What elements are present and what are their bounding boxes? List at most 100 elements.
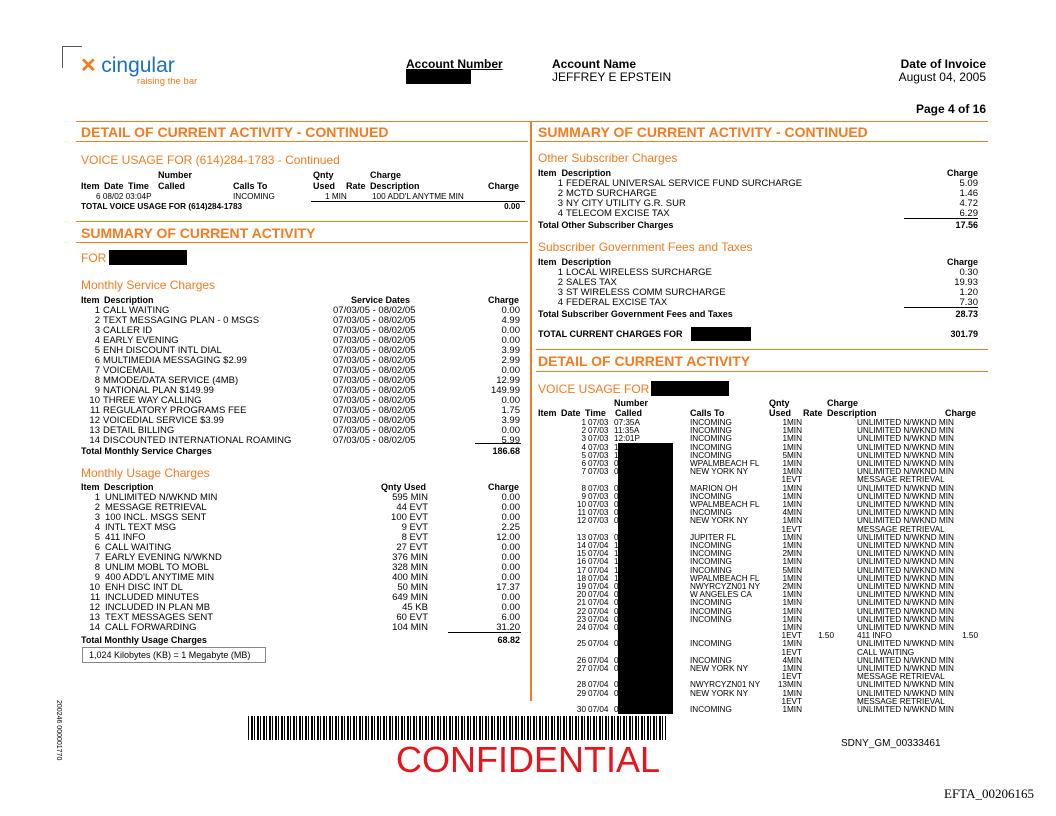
item-description: CALL WAITING bbox=[105, 542, 172, 553]
service-dates: 07/03/05 - 08/02/05 bbox=[333, 325, 416, 336]
calls-to: NEW YORK NY bbox=[690, 516, 749, 526]
item-number: 4 bbox=[557, 208, 563, 219]
qty-used: 1MIN bbox=[782, 623, 802, 632]
item-charge: 1.20 bbox=[959, 287, 979, 298]
col-header: Charge bbox=[488, 295, 520, 305]
item-number: 1 bbox=[94, 492, 100, 503]
calls-to: NEW YORK NY bbox=[690, 664, 749, 673]
charge-description: UNLIMITED N/WKND MIN bbox=[857, 590, 954, 600]
item-charge: 0.00 bbox=[501, 305, 521, 316]
item-charge: 0.00 bbox=[501, 592, 521, 603]
charge-description: UNLIMITED N/WKND MIN bbox=[857, 491, 954, 501]
qty-used: 1MIN bbox=[782, 541, 802, 550]
call-time: 02:50P bbox=[614, 688, 640, 698]
charge-description: UNLIMITED N/WKND MIN bbox=[857, 705, 954, 714]
col-header: Description bbox=[104, 295, 154, 305]
item-number: 13 bbox=[89, 612, 100, 623]
call-time: 06:26P bbox=[614, 508, 640, 518]
qty-used: 44 EVT bbox=[396, 502, 428, 513]
monthly-usage-title: Monthly Usage Charges bbox=[81, 466, 210, 480]
col-header: Rate bbox=[803, 408, 823, 418]
item-description: 100 INCL. MSGS SENT bbox=[105, 512, 207, 523]
redacted-number bbox=[691, 327, 751, 341]
item-number: 6 bbox=[94, 355, 100, 366]
rule bbox=[475, 443, 521, 444]
voice-usage-title: VOICE USAGE FOR (614)284-1783 - Continue… bbox=[81, 153, 340, 167]
item-number: 2 bbox=[94, 502, 100, 513]
col-header: Charge bbox=[370, 170, 402, 180]
item-charge: 7.30 bbox=[959, 297, 979, 308]
rule bbox=[904, 307, 978, 308]
item-description: 400 ADD'L ANYTIME MIN bbox=[105, 572, 215, 583]
logo-text: cingular bbox=[101, 54, 175, 77]
call-date: 07/04 bbox=[588, 688, 609, 698]
call-date: 07/04 bbox=[588, 590, 609, 600]
call-time: 12:09P bbox=[614, 442, 640, 452]
call-date: 07/03 bbox=[588, 467, 609, 477]
service-dates: 07/03/05 - 08/02/05 bbox=[333, 305, 416, 316]
item-description: TEXT MESSAGES SENT bbox=[105, 612, 214, 623]
item-number: 9 bbox=[94, 385, 100, 396]
summary-continued-title: SUMMARY OF CURRENT ACTIVITY - CONTINUED bbox=[538, 124, 868, 140]
qty-used: 1MIN bbox=[782, 557, 802, 567]
qty-used: 1MIN bbox=[782, 664, 802, 673]
charge-description: UNLIMITED N/WKND MIN bbox=[857, 500, 954, 509]
item-description: INCLUDED MINUTES bbox=[105, 592, 199, 603]
qty-used: 1MIN bbox=[782, 639, 802, 649]
gov-fees-title: Subscriber Government Fees and Taxes bbox=[538, 240, 753, 254]
msc-total-label: Total Monthly Service Charges bbox=[81, 446, 212, 456]
qty-used: 1MIN bbox=[782, 705, 802, 714]
divider bbox=[76, 242, 528, 243]
qty-used: 1MIN bbox=[782, 614, 802, 624]
item-charge: 3.99 bbox=[501, 415, 521, 426]
call-time: 11:26A bbox=[614, 541, 640, 550]
charge-description: UNLIMITED N/WKND MIN bbox=[857, 459, 954, 468]
col-header: Service Dates bbox=[351, 295, 411, 305]
charge-description: CALL WAITING bbox=[857, 647, 915, 657]
charge-description: UNLIMITED N/WKND MIN bbox=[857, 614, 954, 624]
voice-total-label: TOTAL VOICE USAGE FOR (614)284-1783 bbox=[81, 202, 243, 211]
item-number: 1 bbox=[581, 418, 586, 427]
qty: 1 MIN bbox=[325, 192, 347, 201]
service-dates: 07/03/05 - 08/02/05 bbox=[333, 365, 416, 376]
item-charge: 17.37 bbox=[496, 582, 520, 593]
qty-used: 1MIN bbox=[782, 532, 802, 542]
invoice-date: August 04, 2005 bbox=[898, 70, 986, 84]
call-date: 07/04 bbox=[588, 705, 609, 714]
calls-to: INCOMING bbox=[690, 450, 732, 460]
item-description: 411 INFO bbox=[105, 532, 146, 543]
item-description: FEDERAL UNIVERSAL SERVICE FUND SURCHARGE bbox=[566, 178, 803, 189]
item-number: 10 bbox=[89, 395, 100, 406]
redacted-number bbox=[109, 250, 187, 265]
item-number: 29 bbox=[576, 688, 586, 698]
service-dates: 07/03/05 - 08/02/05 bbox=[333, 415, 416, 426]
charge-description: UNLIMITED N/WKND MIN bbox=[857, 688, 954, 698]
call-date: 07/03 bbox=[588, 491, 609, 501]
item-number: 5 bbox=[94, 345, 100, 356]
col-header: Date bbox=[104, 181, 124, 191]
col-header: Charge bbox=[946, 257, 978, 267]
call-date: 07/03 bbox=[588, 483, 609, 493]
item-number: 14 bbox=[89, 435, 100, 446]
qty-used: 50 MIN bbox=[397, 582, 428, 593]
qty-used: 1MIN bbox=[782, 459, 802, 468]
charge-description: UNLIMITED N/WKND MIN bbox=[857, 623, 954, 632]
item-charge: 5.99 bbox=[501, 435, 521, 446]
calls-to: NEW YORK NY bbox=[690, 688, 749, 698]
qty-used: 1MIN bbox=[782, 573, 802, 583]
col-item: Item bbox=[538, 257, 557, 267]
item-description: MULTIMEDIA MESSAGING $2.99 bbox=[103, 355, 247, 366]
item-charge: 149.99 bbox=[490, 385, 520, 396]
item-number: 8 bbox=[581, 483, 586, 493]
call-date: 07/03 bbox=[588, 442, 609, 452]
item-charge: 12.99 bbox=[496, 375, 520, 386]
col-header: Calls To bbox=[690, 408, 725, 418]
col-header: Qnty Used bbox=[381, 482, 427, 492]
item-charge: 31.20 bbox=[496, 622, 520, 633]
call-time: 02:37P bbox=[614, 664, 640, 673]
item-description: MCTD SURCHARGE bbox=[566, 188, 657, 199]
service-dates: 07/03/05 - 08/02/05 bbox=[333, 315, 416, 326]
muc-total: 68.82 bbox=[497, 635, 520, 645]
call-time: 09:57P bbox=[614, 532, 640, 542]
item-charge: 0.30 bbox=[959, 267, 979, 278]
